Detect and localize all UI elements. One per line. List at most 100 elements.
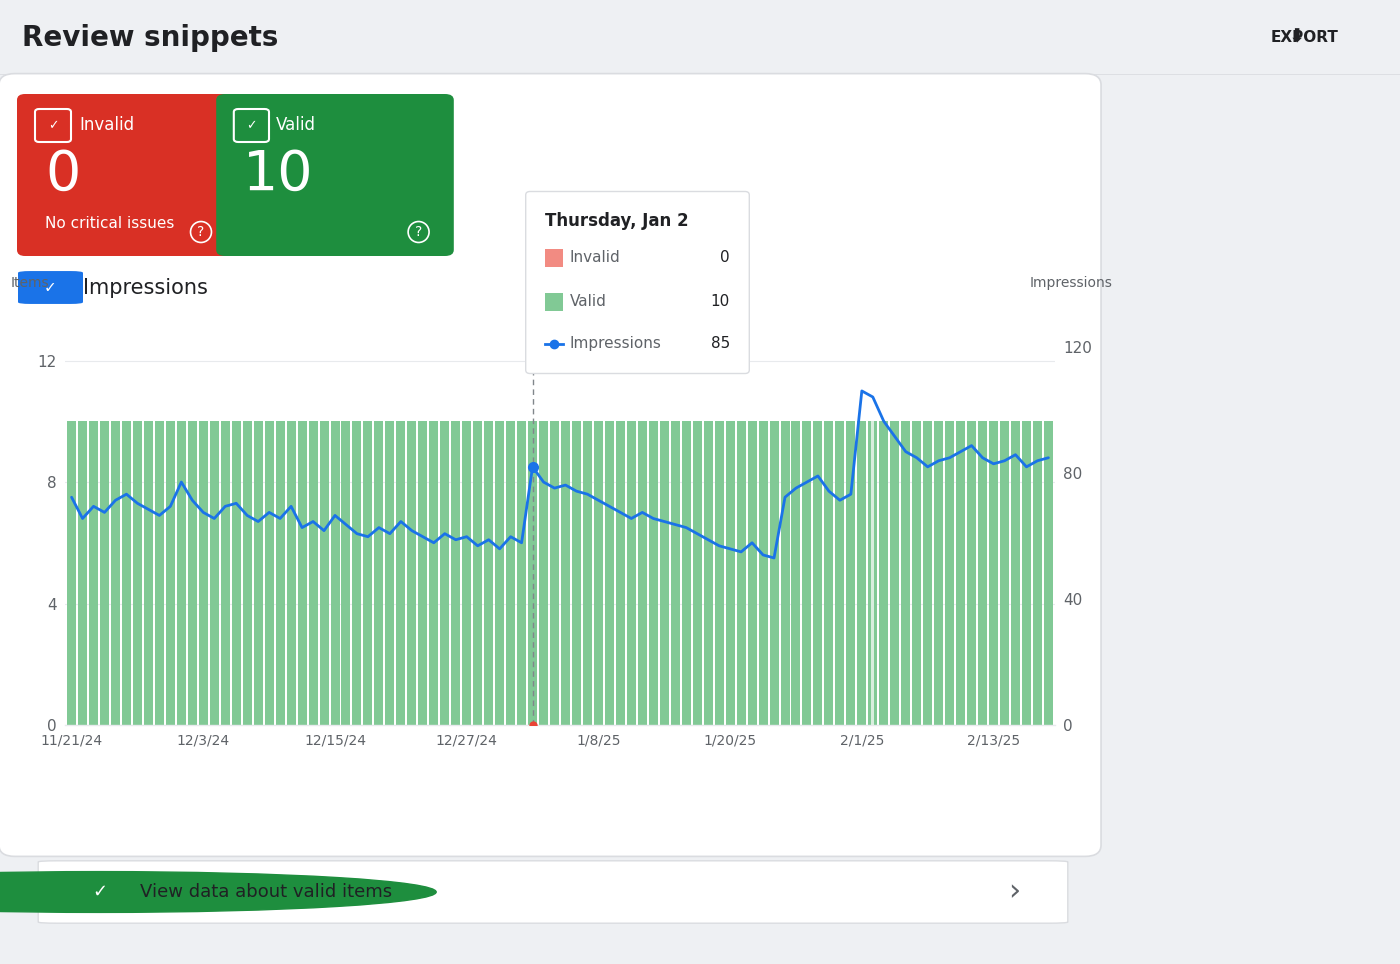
Bar [165,421,175,725]
Bar [659,421,669,725]
Text: ›: › [1008,877,1021,906]
FancyBboxPatch shape [0,73,1100,856]
Text: Invalid: Invalid [570,251,620,265]
Bar [638,421,647,725]
Bar [847,421,855,725]
Bar [1044,421,1053,725]
Bar [528,421,538,725]
Bar [78,421,87,725]
Bar [616,421,624,725]
Bar [671,421,680,725]
Text: ✓: ✓ [92,883,108,901]
Bar [155,421,164,725]
Bar [781,421,790,725]
Bar [1033,421,1042,725]
Bar [770,421,778,725]
Text: 85: 85 [711,336,729,351]
Text: Impressions: Impressions [83,278,207,298]
Text: Items: Items [11,277,49,290]
Bar [539,421,547,725]
Bar [276,421,284,725]
Bar [342,421,350,725]
FancyBboxPatch shape [18,271,83,304]
Bar [517,421,526,725]
Bar [923,421,932,725]
Bar [90,421,98,725]
Bar [111,421,120,725]
Bar [210,421,218,725]
Bar [385,421,395,725]
Bar [594,421,603,725]
Bar [221,421,230,725]
Bar [693,421,701,725]
Bar [430,421,438,725]
Bar [648,421,658,725]
Bar [99,421,109,725]
Bar [122,421,132,725]
Text: 10: 10 [711,294,729,309]
Bar [1000,421,1009,725]
Text: Review snippets: Review snippets [22,23,279,51]
Text: ✓: ✓ [45,280,57,295]
Bar [913,421,921,725]
Bar [496,421,504,725]
Text: View data about valid items: View data about valid items [140,883,392,901]
Bar [144,421,153,725]
Bar [308,421,318,725]
Bar [725,421,735,725]
Text: 0: 0 [45,148,80,202]
Bar [232,421,241,725]
Bar [550,421,559,725]
Text: EXPORT: EXPORT [1271,30,1338,45]
Bar [802,421,812,725]
Bar [287,421,295,725]
Bar [440,421,449,725]
Bar [605,421,613,725]
Bar [561,421,570,725]
Bar [396,421,406,725]
Bar [956,421,965,725]
Text: Valid: Valid [570,294,606,309]
Bar [451,421,461,725]
Bar [473,421,482,725]
Text: No critical issues: No critical issues [45,216,175,230]
Bar [242,421,252,725]
Bar [627,421,636,725]
Text: ⬇: ⬇ [1288,28,1305,47]
Bar [462,421,472,725]
Text: Thursday, Jan 2: Thursday, Jan 2 [545,212,689,230]
Bar [507,421,515,725]
Bar [1022,421,1030,725]
Bar [759,421,767,725]
Text: 0: 0 [721,251,729,265]
Text: Invalid: Invalid [78,117,134,135]
Bar [902,421,910,725]
Text: ✓: ✓ [48,119,59,132]
Bar [298,421,307,725]
Bar [199,421,207,725]
Bar [945,421,955,725]
Bar [836,421,844,725]
Bar [176,421,186,725]
Circle shape [0,871,437,912]
Bar [319,421,329,725]
FancyBboxPatch shape [216,94,454,256]
Bar [545,293,563,310]
Bar [704,421,713,725]
Text: ?: ? [414,225,423,239]
Bar [253,421,263,725]
Text: ✓: ✓ [246,119,256,132]
Bar [857,421,867,725]
Bar [988,421,998,725]
Bar [330,421,339,725]
Bar [682,421,690,725]
Bar [1011,421,1021,725]
FancyBboxPatch shape [526,192,749,373]
Bar [353,421,361,725]
Bar [736,421,746,725]
Bar [934,421,944,725]
Text: 10: 10 [242,148,314,202]
Bar [582,421,592,725]
Bar [133,421,141,725]
Bar [714,421,724,725]
